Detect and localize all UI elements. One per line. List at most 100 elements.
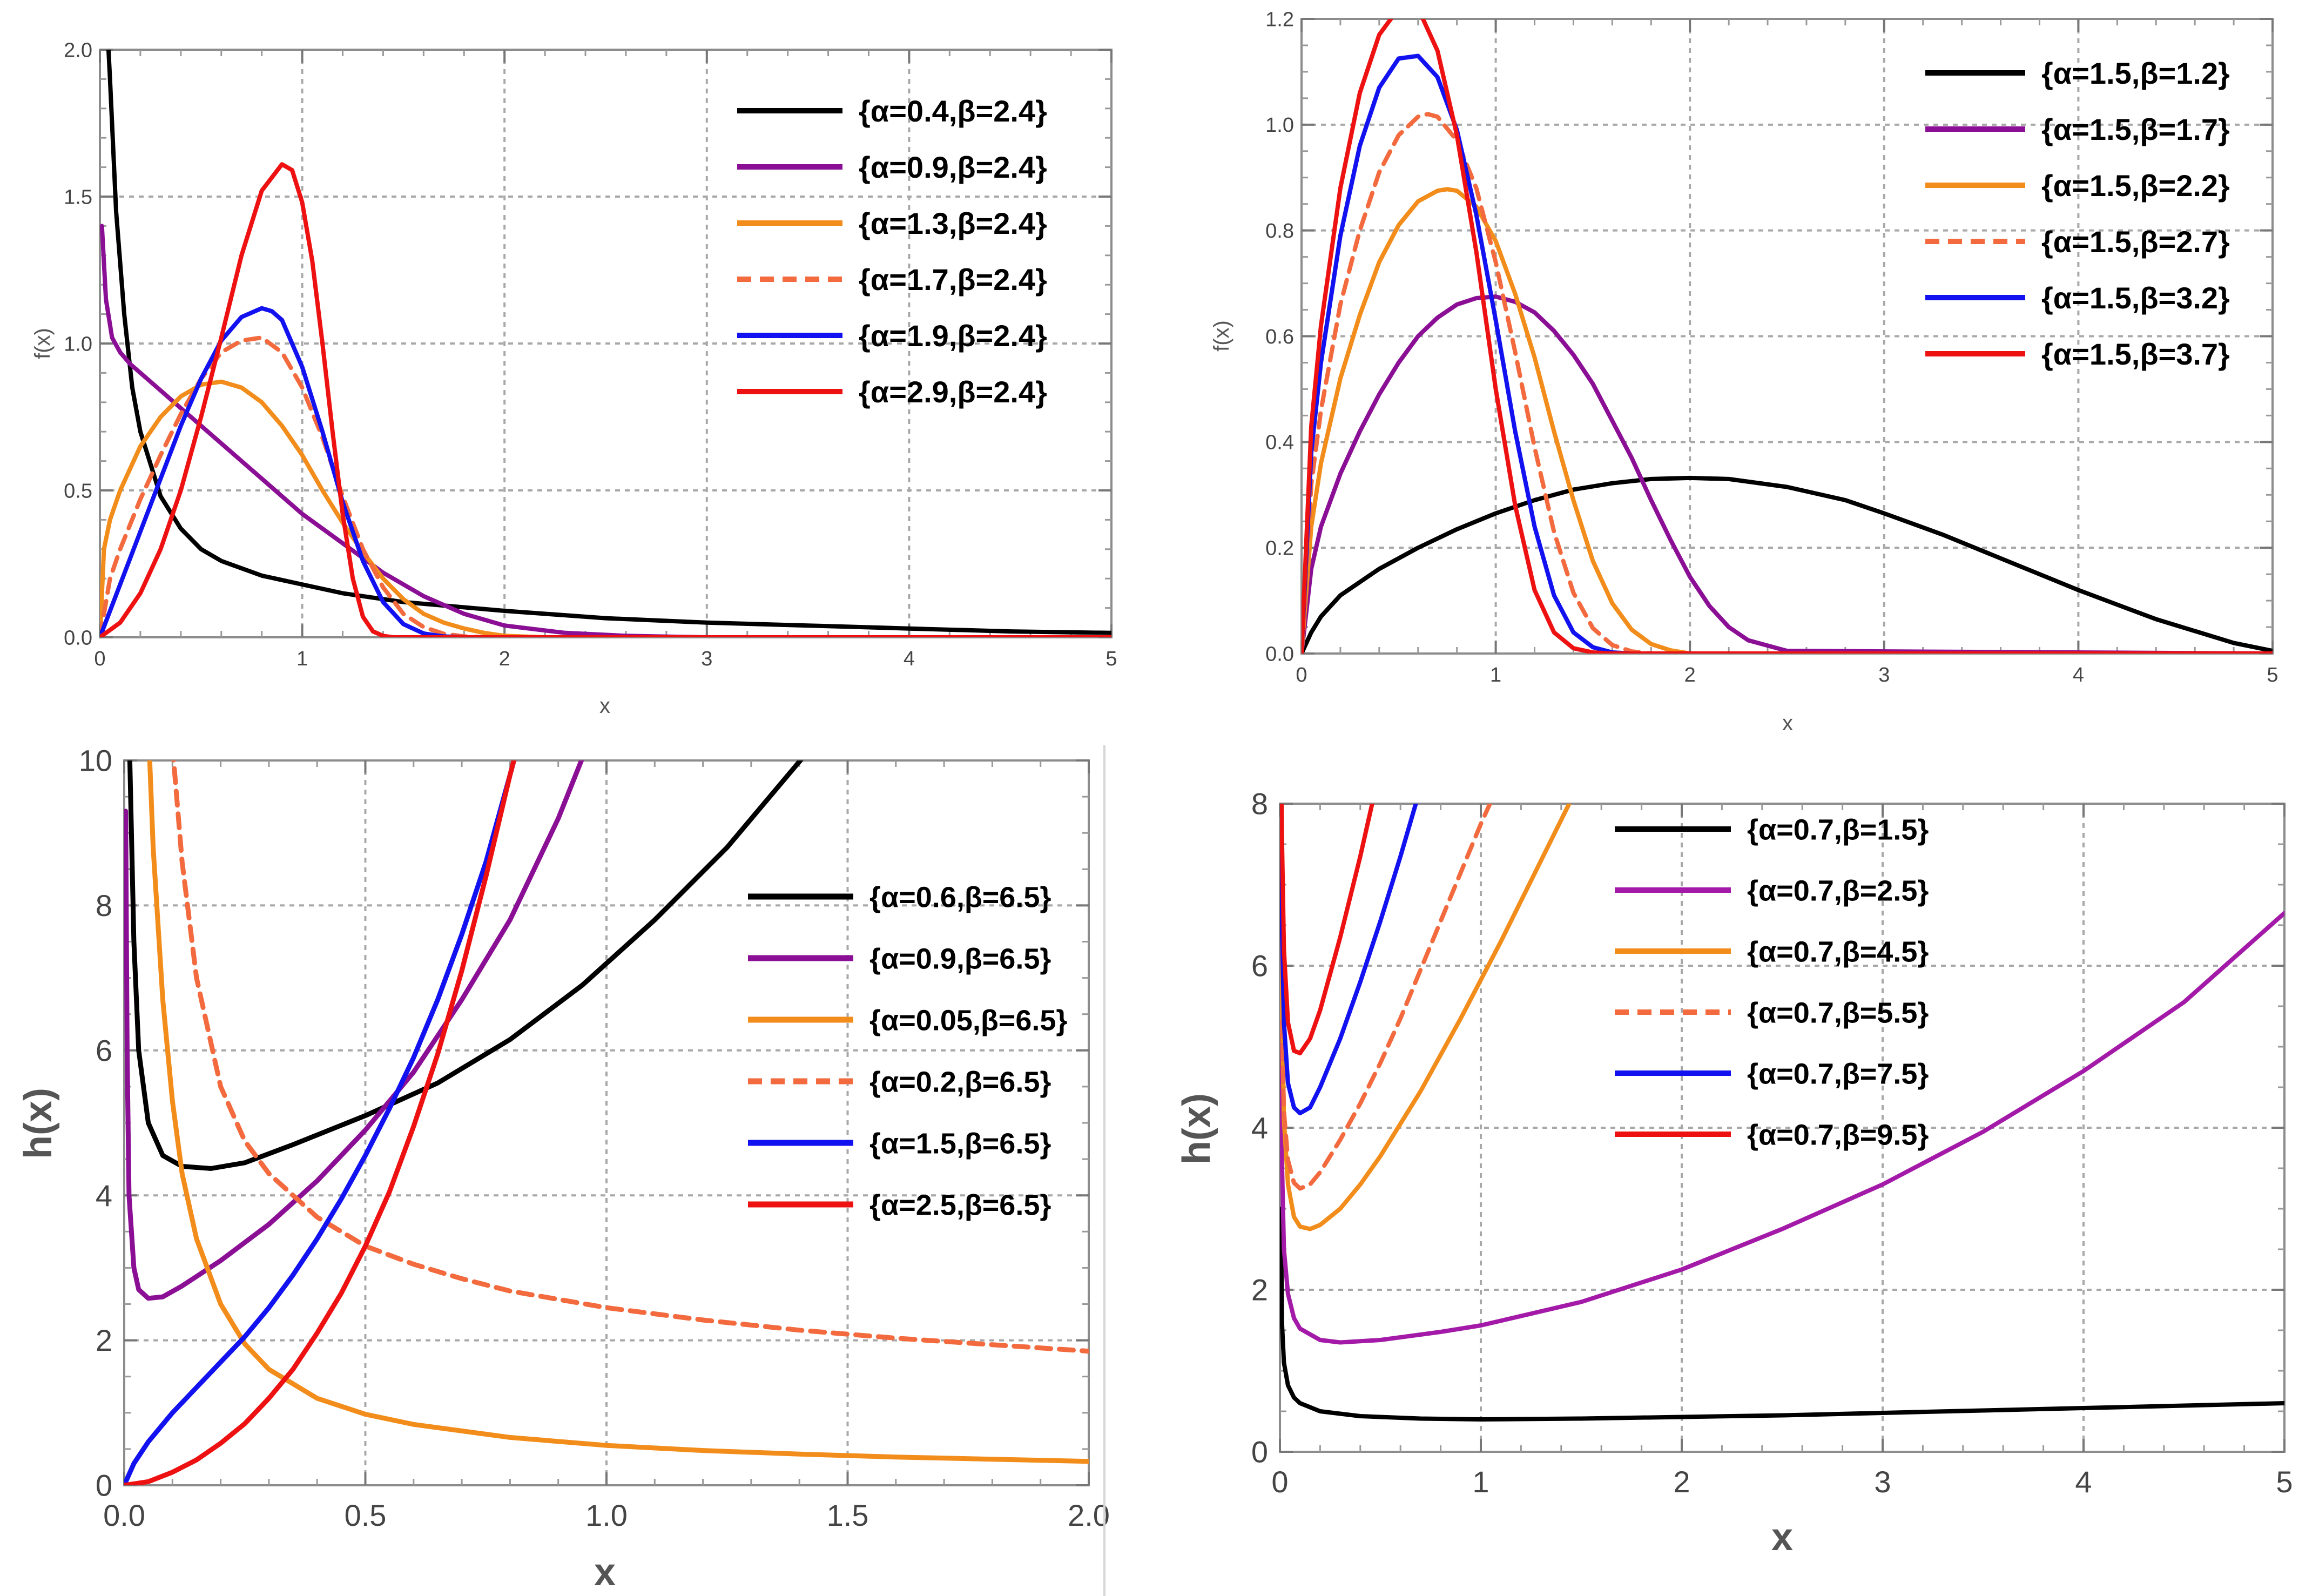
x-tick-label: 4 — [2073, 664, 2084, 686]
legend-label: {α=0.9,β=2.4} — [859, 150, 1047, 184]
y-tick-label: 1.2 — [1265, 8, 1294, 31]
y-axis-label: h(x) — [1175, 1093, 1218, 1164]
series-line-0 — [1302, 475, 2273, 654]
series-line-2 — [147, 760, 1089, 1464]
y-tick-label: 8 — [1251, 787, 1268, 821]
x-tick-label: 2.0 — [1068, 1498, 1110, 1532]
legend-label: {α=1.5,β=3.7} — [2041, 337, 2230, 371]
x-tick-label: 0 — [1296, 664, 1307, 686]
series-line-2 — [100, 379, 1111, 637]
chart-bottom-right-hazard: 0 1 2 3 4 5 0 2 4 6 8 x h(x) {α=0.7,β=1.5} {α=0.7,β=2.… — [1175, 787, 2293, 1559]
chart-bottom-left-hazard: 0.0 0.5 1.0 1.5 2.0 0 2 4 6 8 10 x h(x) {α=0.6,β=6.5}… — [17, 744, 1110, 1594]
series-curves — [1302, 19, 2273, 654]
x-tick-label: 0.5 — [345, 1498, 387, 1532]
legend-label: {α=1.5,β=1.2} — [2041, 56, 2230, 90]
series-line-1 — [1280, 911, 2284, 1345]
y-tick-label: 1.5 — [64, 186, 92, 208]
x-tick-label: 3 — [1878, 664, 1890, 686]
x-tick-label: 1 — [1472, 1465, 1489, 1499]
series-line-0 — [106, 50, 1111, 635]
series-curves — [100, 50, 1111, 637]
series-line-0 — [1280, 1207, 2284, 1422]
legend: {α=0.7,β=1.5} {α=0.7,β=2.5} {α=0.7,β=4.5} {… — [1615, 813, 1929, 1151]
x-axis-label: x — [1771, 1516, 1793, 1559]
y-tick-label: 0.2 — [1265, 537, 1294, 560]
series-line-5 — [1280, 804, 1374, 1055]
y-tick-label: 8 — [96, 888, 112, 922]
x-tick-label: 4 — [2075, 1465, 2092, 1499]
y-axis-label: h(x) — [17, 1088, 60, 1159]
y-tick-label: 2.0 — [64, 39, 92, 62]
x-tick-label: 0.0 — [103, 1498, 145, 1532]
x-tick-label: 1.5 — [827, 1498, 869, 1532]
x-tick-label: 5 — [1105, 648, 1117, 670]
chart-top-left-density: 0 1 2 3 4 50.00.51.01.52.0xf(x){α=0.4,β=2.4}{… — [31, 39, 1117, 718]
legend-label: {α=0.7,β=4.5} — [1747, 935, 1929, 968]
y-tick-label: 0.4 — [1265, 432, 1294, 454]
series-line-5 — [100, 162, 1111, 637]
legend-label: {α=0.05,β=6.5} — [869, 1004, 1067, 1036]
legend: {α=0.6,β=6.5} {α=0.9,β=6.5} {α=0.05,β=6.5}… — [748, 881, 1067, 1221]
x-tick-label: 1 — [296, 648, 308, 670]
x-tick-label: 1.0 — [585, 1498, 628, 1532]
y-tick-label: 10 — [79, 744, 112, 778]
y-tick-label: 1.0 — [1265, 114, 1294, 137]
x-tick-label: 1 — [1490, 664, 1501, 686]
y-tick-label: 4 — [1251, 1111, 1268, 1145]
series-line-1 — [1302, 294, 2273, 654]
legend-label: {α=0.6,β=6.5} — [869, 881, 1051, 913]
x-tick-label: 2 — [1673, 1465, 1690, 1499]
legend-label: {α=0.7,β=9.5} — [1747, 1119, 1929, 1151]
y-tick-label: 0.6 — [1265, 326, 1294, 348]
series-line-3 — [171, 760, 1089, 1354]
legend-label: {α=0.2,β=6.5} — [869, 1066, 1051, 1098]
x-tick-label: 4 — [904, 648, 915, 670]
legend-label: {α=1.5,β=2.7} — [2041, 225, 2230, 259]
axis-ticks — [1279, 803, 2286, 1453]
legend-label: {α=0.4,β=2.4} — [859, 94, 1047, 128]
x-tick-label: 3 — [1874, 1465, 1891, 1499]
legend-label: {α=1.5,β=2.2} — [2041, 169, 2230, 203]
series-line-2 — [1302, 187, 2273, 654]
legend-label: {α=0.7,β=2.5} — [1747, 874, 1929, 907]
series-line-4 — [1302, 53, 2273, 654]
x-tick-label: 5 — [2267, 664, 2278, 686]
y-tick-label: 2 — [96, 1323, 112, 1357]
grid-lines — [124, 759, 1090, 1485]
axis-ticks — [123, 759, 1090, 1486]
y-tick-label: 6 — [96, 1033, 112, 1067]
axis-ticks — [99, 49, 1113, 638]
series-line-1 — [100, 224, 1111, 637]
series-line-0 — [127, 760, 804, 1171]
series-line-1 — [124, 760, 584, 1301]
y-tick-label: 0 — [1251, 1435, 1268, 1469]
x-tick-label: 5 — [2276, 1465, 2293, 1499]
x-tick-label: 0 — [94, 648, 105, 670]
y-axis-label: f(x) — [1210, 320, 1233, 352]
legend-label: {α=1.9,β=2.4} — [859, 319, 1047, 353]
legend-label: {α=0.7,β=7.5} — [1747, 1058, 1929, 1090]
series-line-5 — [124, 760, 517, 1485]
series-curves — [124, 760, 1089, 1485]
y-tick-label: 6 — [1251, 949, 1268, 983]
legend-label: {α=2.9,β=2.4} — [859, 375, 1047, 409]
y-tick-label: 0 — [96, 1469, 112, 1503]
legend: {α=0.4,β=2.4} {α=0.9,β=2.4} {α=1.3,β=2.4} {… — [737, 94, 1047, 409]
y-tick-label: 2 — [1251, 1273, 1268, 1307]
legend-label: {α=1.5,β=1.7} — [2041, 112, 2230, 146]
legend-label: {α=1.3,β=2.4} — [859, 206, 1047, 240]
y-tick-label: 4 — [96, 1179, 112, 1213]
y-tick-label: 0.0 — [64, 627, 92, 649]
legend-label: {α=1.7,β=2.4} — [859, 262, 1047, 297]
series-line-4 — [124, 760, 517, 1485]
legend-label: {α=0.7,β=1.5} — [1747, 813, 1929, 846]
y-tick-label: 0.8 — [1265, 220, 1294, 243]
y-axis-label: f(x) — [31, 328, 55, 359]
series-line-5 — [1302, 19, 2273, 654]
x-axis-label: x — [594, 1551, 616, 1594]
series-line-3 — [1280, 804, 1493, 1191]
series-line-4 — [1280, 804, 1418, 1115]
legend-label: {α=0.9,β=6.5} — [869, 942, 1051, 975]
x-axis-label: x — [599, 694, 610, 718]
